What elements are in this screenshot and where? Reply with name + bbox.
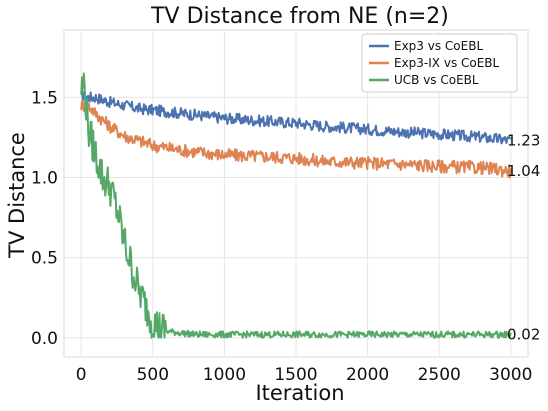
x-tick-label: 2500 xyxy=(418,365,461,385)
x-tick-label: 500 xyxy=(137,365,169,385)
x-tick-label: 1500 xyxy=(274,365,317,385)
y-tick-labels: 0.0 0.5 1.0 1.5 xyxy=(31,88,58,348)
series-line xyxy=(80,72,512,339)
series-line xyxy=(81,88,512,145)
x-axis-title: Iteration xyxy=(255,381,344,405)
end-value-label: 1.04 xyxy=(507,162,540,180)
chart-title: TV Distance from NE (n=2) xyxy=(150,4,449,29)
legend-label: UCB vs CoEBL xyxy=(394,73,479,87)
series-line xyxy=(80,100,512,179)
end-value-label: 1.23 xyxy=(507,132,540,150)
x-tick-label: 2000 xyxy=(346,365,389,385)
end-value-labels: 1.23 1.04 0.02 xyxy=(507,132,540,344)
x-tick-label: 1000 xyxy=(203,365,246,385)
legend-label: Exp3 vs CoEBL xyxy=(394,39,483,53)
y-tick-label: 0.0 xyxy=(31,329,58,349)
legend: Exp3 vs CoEBL Exp3-IX vs CoEBL UCB vs CoEB… xyxy=(361,33,518,93)
y-tick-label: 1.5 xyxy=(31,88,58,108)
legend-label: Exp3-IX vs CoEBL xyxy=(394,56,500,70)
x-tick-labels: 0 500 1000 1500 2000 2500 3000 xyxy=(76,365,533,385)
y-tick-label: 0.5 xyxy=(31,249,58,269)
y-tick-label: 1.0 xyxy=(31,168,58,188)
x-tick-label: 3000 xyxy=(489,365,532,385)
y-axis-title: TV Distance xyxy=(5,132,29,259)
end-value-label: 0.02 xyxy=(507,326,540,344)
x-tick-label: 0 xyxy=(76,365,87,385)
legend-box xyxy=(361,33,518,93)
series-layer xyxy=(80,72,512,339)
